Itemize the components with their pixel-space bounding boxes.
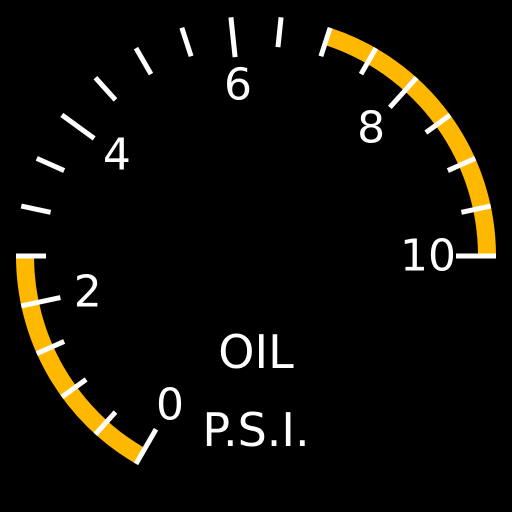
low-caution-band [16,255,146,464]
minor-tick [93,75,118,102]
major-tick [60,112,96,141]
scale-label-8: 8 [357,103,385,154]
major-tick [387,75,419,110]
gauge-title: OIL [218,325,294,379]
minor-tick [93,410,118,437]
minor-tick [179,26,194,58]
scale-label-0: 0 [156,379,184,430]
scale-label-2: 2 [74,266,102,317]
scale-label-10: 10 [400,231,456,282]
minor-tick [275,17,284,48]
minor-tick [318,26,333,58]
minor-tick [460,203,492,215]
minor-tick [60,377,88,400]
minor-tick [446,156,477,173]
scale-ticks [16,17,496,466]
scale-label-6: 6 [224,59,252,110]
minor-tick [20,203,52,215]
scale-labels: 0 2 4 6 8 10 [74,59,456,430]
major-tick [133,427,159,466]
scale-label-4: 4 [103,129,131,180]
minor-tick [35,339,66,356]
minor-tick [358,46,379,76]
minor-tick [424,112,452,135]
gauge-units: P.S.I. [202,403,309,457]
major-tick [20,295,61,309]
minor-tick [133,46,154,76]
minor-tick [35,156,66,173]
major-tick [228,17,238,58]
